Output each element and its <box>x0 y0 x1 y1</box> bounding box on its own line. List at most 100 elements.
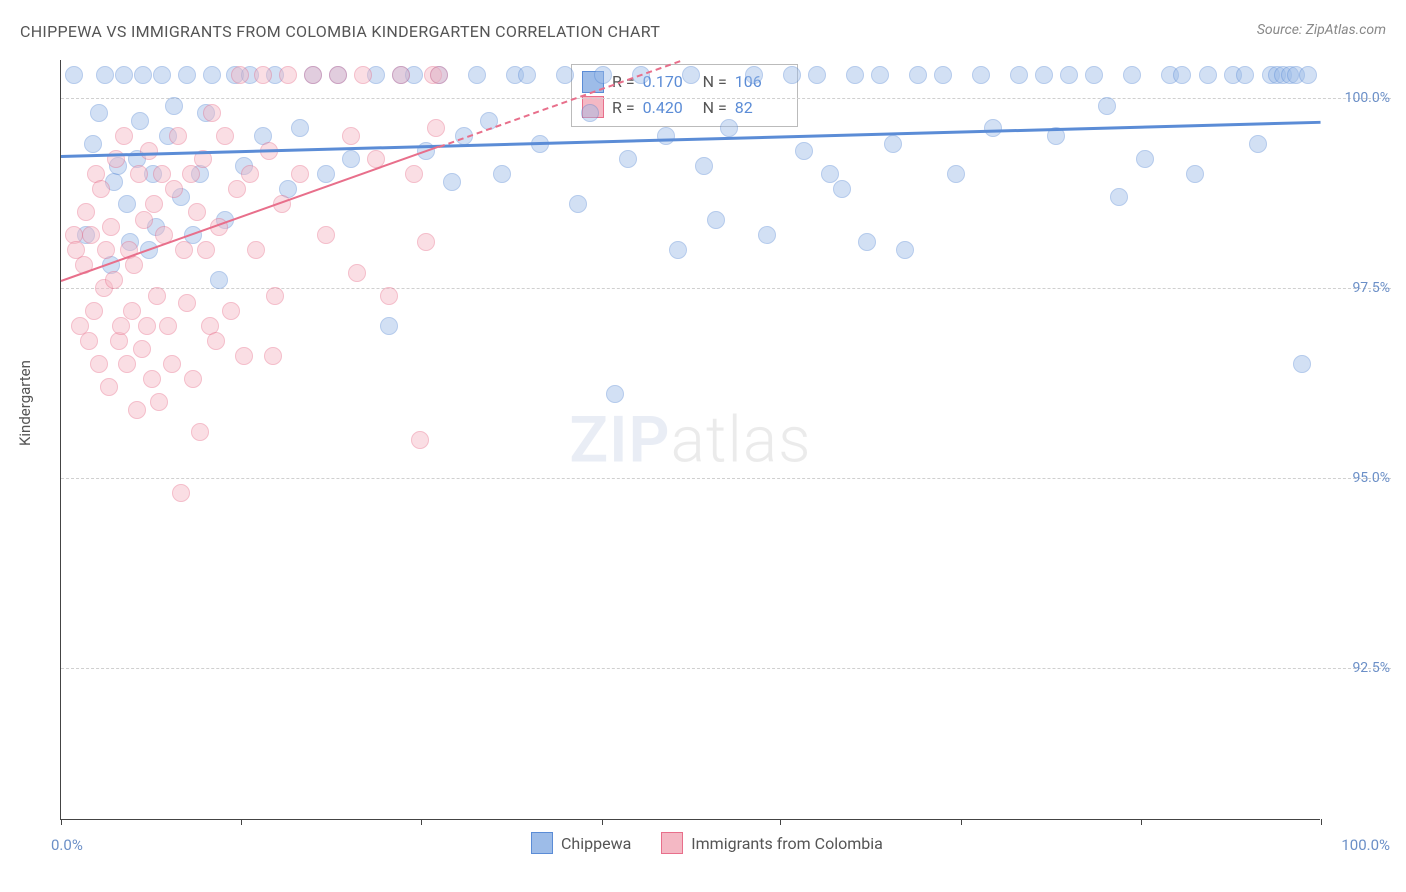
data-point <box>858 233 876 251</box>
data-point <box>165 97 183 115</box>
data-point <box>317 165 335 183</box>
data-point <box>392 66 410 84</box>
data-point <box>1060 66 1078 84</box>
data-point <box>118 355 136 373</box>
data-point <box>493 165 511 183</box>
data-point <box>123 302 141 320</box>
data-point <box>1035 66 1053 84</box>
data-point <box>182 165 200 183</box>
data-point <box>254 66 272 84</box>
data-point <box>85 302 103 320</box>
x-tick <box>1321 819 1322 825</box>
data-point <box>231 66 249 84</box>
data-point <box>134 66 152 84</box>
data-point <box>90 355 108 373</box>
data-point <box>148 287 166 305</box>
data-point <box>175 241 193 259</box>
data-point <box>115 127 133 145</box>
data-point <box>291 165 309 183</box>
source-prefix: Source: <box>1257 22 1306 38</box>
data-point <box>102 218 120 236</box>
x-tick <box>421 819 422 825</box>
data-point <box>354 66 372 84</box>
data-point <box>163 355 181 373</box>
data-point <box>131 112 149 130</box>
data-point <box>96 66 114 84</box>
data-point <box>118 195 136 213</box>
data-point <box>138 317 156 335</box>
data-point <box>657 127 675 145</box>
x-tick <box>61 819 62 825</box>
data-point <box>619 150 637 168</box>
data-point <box>669 241 687 259</box>
data-point <box>984 119 1002 137</box>
data-point <box>153 66 171 84</box>
x-tick <box>241 819 242 825</box>
data-point <box>745 66 763 84</box>
data-point <box>317 226 335 244</box>
gridline <box>61 288 1391 289</box>
data-point <box>1110 188 1128 206</box>
x-axis-label-min: 0.0% <box>51 836 83 854</box>
data-point <box>581 104 599 122</box>
data-point <box>1098 97 1116 115</box>
gridline <box>61 478 1391 479</box>
data-point <box>821 165 839 183</box>
watermark-rest: atlas <box>671 402 812 477</box>
data-point <box>682 66 700 84</box>
y-tick-label: 97.5% <box>1352 280 1390 296</box>
data-point <box>210 271 228 289</box>
data-point <box>128 401 146 419</box>
plot-area: ZIPatlas R = 0.170 N = 106 R = 0.420 N =… <box>60 60 1320 820</box>
data-point <box>84 135 102 153</box>
data-point <box>150 393 168 411</box>
data-point <box>380 317 398 335</box>
data-point <box>380 287 398 305</box>
data-point <box>1249 135 1267 153</box>
data-point <box>207 332 225 350</box>
data-point <box>1136 150 1154 168</box>
data-point <box>720 119 738 137</box>
y-tick-label: 92.5% <box>1352 660 1390 676</box>
data-point <box>133 340 151 358</box>
data-point <box>178 66 196 84</box>
data-point <box>145 195 163 213</box>
data-point <box>100 378 118 396</box>
x-tick <box>961 819 962 825</box>
data-point <box>846 66 864 84</box>
data-point <box>518 66 536 84</box>
data-point <box>235 347 253 365</box>
data-point <box>92 180 110 198</box>
data-point <box>884 135 902 153</box>
data-point <box>247 241 265 259</box>
data-point <box>169 127 187 145</box>
x-tick <box>1141 819 1142 825</box>
chart-title: CHIPPEWA VS IMMIGRANTS FROM COLOMBIA KIN… <box>20 22 660 41</box>
source-link[interactable]: ZipAtlas.com <box>1306 22 1386 38</box>
data-point <box>82 226 100 244</box>
data-point <box>417 233 435 251</box>
data-point <box>188 203 206 221</box>
y-tick-label: 95.0% <box>1352 470 1390 486</box>
data-point <box>342 150 360 168</box>
data-point <box>783 66 801 84</box>
data-point <box>556 66 574 84</box>
data-point <box>833 180 851 198</box>
legend-item-series1: Chippewa <box>531 832 631 854</box>
data-point <box>184 370 202 388</box>
data-point <box>228 180 246 198</box>
data-point <box>909 66 927 84</box>
data-point <box>569 195 587 213</box>
data-point <box>112 317 130 335</box>
legend-label-series2: Immigrants from Colombia <box>691 834 883 853</box>
data-point <box>159 317 177 335</box>
data-point <box>279 66 297 84</box>
data-point <box>934 66 952 84</box>
data-point <box>871 66 889 84</box>
watermark-bold: ZIP <box>569 402 670 477</box>
data-point <box>291 119 309 137</box>
data-point <box>411 431 429 449</box>
data-point <box>130 165 148 183</box>
gridline <box>61 668 1391 669</box>
data-point <box>153 165 171 183</box>
